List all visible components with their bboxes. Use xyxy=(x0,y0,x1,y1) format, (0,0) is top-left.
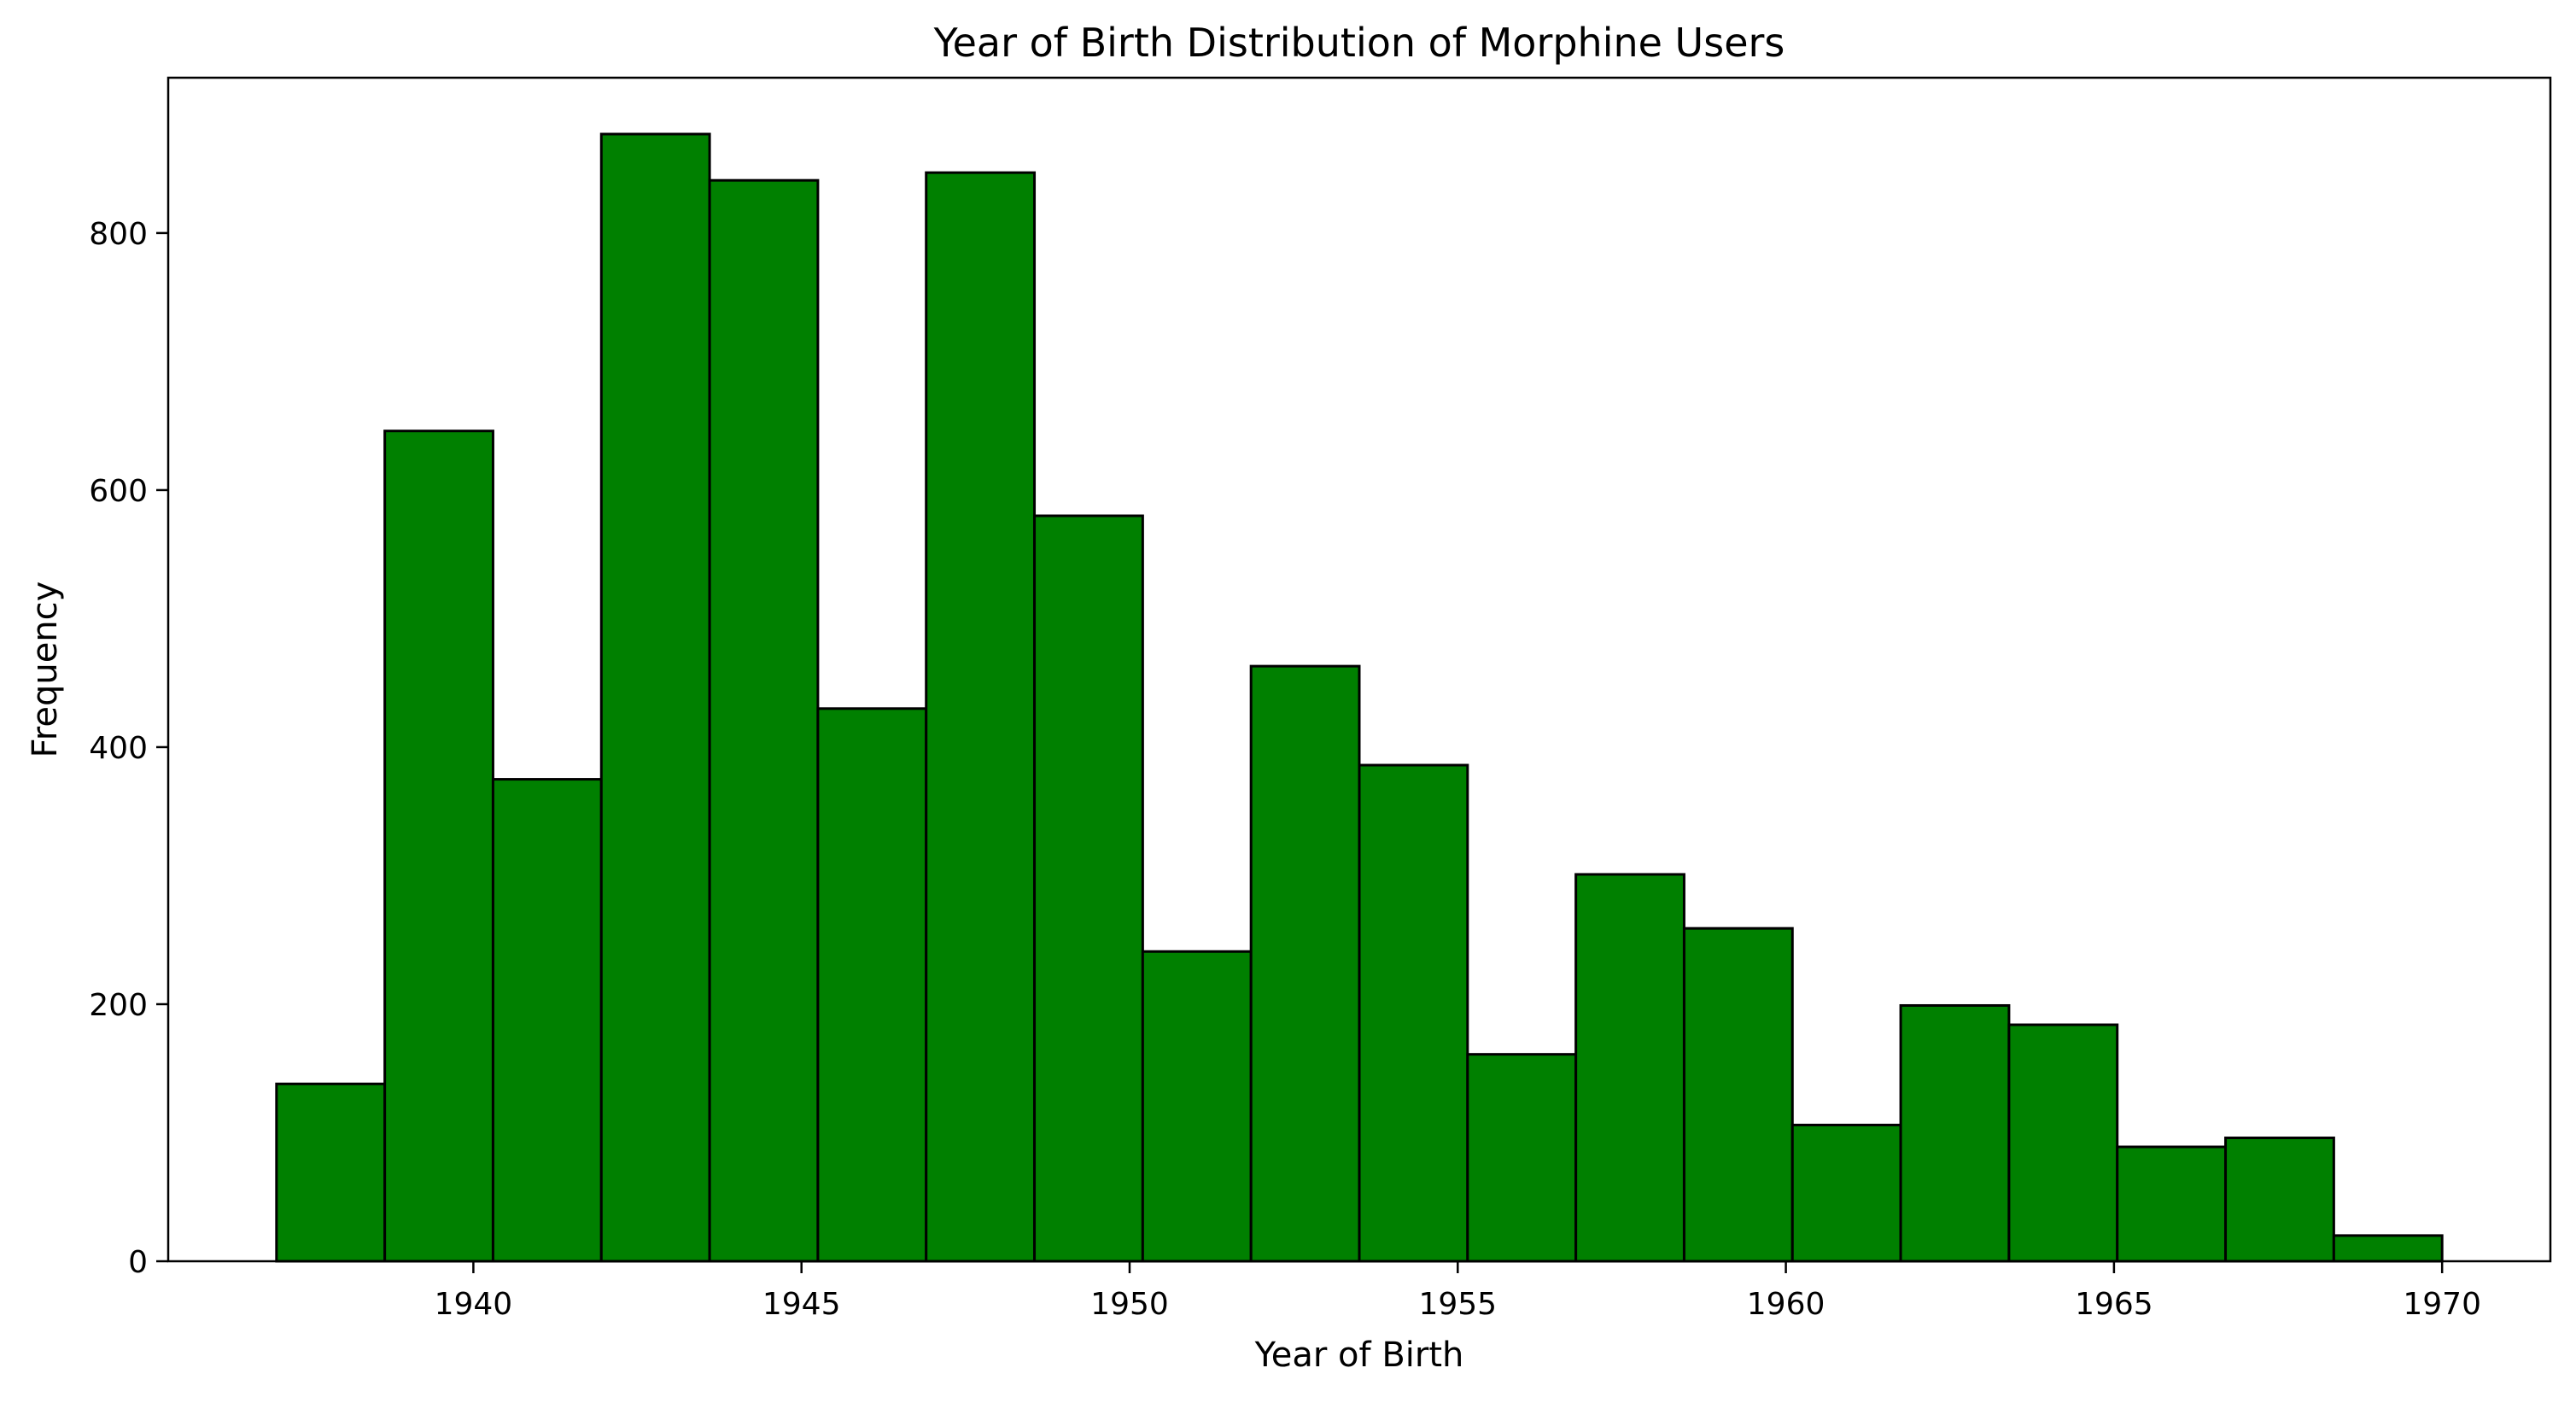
x-tick-label: 1960 xyxy=(1747,1287,1825,1322)
histogram-bar xyxy=(2007,1023,2119,1263)
x-tick-label: 1965 xyxy=(2075,1287,2153,1322)
bars-group xyxy=(275,132,2444,1263)
chart-title: Year of Birth Distribution of Morphine U… xyxy=(933,20,1785,66)
histogram-bar xyxy=(1899,1003,2011,1263)
histogram-bar xyxy=(2224,1137,2335,1263)
plot-frame xyxy=(166,76,2552,1263)
y-tick-label: 600 xyxy=(89,474,148,509)
y-ticks-group: 0 200 400 600 800 xyxy=(89,217,168,1280)
x-axis-label: Year of Birth xyxy=(1254,1336,1464,1375)
histogram-bar xyxy=(1682,927,1794,1263)
y-axis-label: Frequency xyxy=(26,582,65,758)
histogram-bar xyxy=(1141,950,1253,1263)
y-tick-label: 400 xyxy=(89,731,148,766)
histogram-bar xyxy=(1358,763,1469,1263)
x-tick-label: 1940 xyxy=(435,1287,513,1322)
y-tick-label: 200 xyxy=(89,988,148,1023)
x-tick-label: 1955 xyxy=(1418,1287,1497,1322)
histogram-bar xyxy=(1790,1123,1902,1263)
histogram-bar xyxy=(491,778,603,1263)
histogram-bar xyxy=(816,707,928,1263)
y-tick-label: 0 xyxy=(128,1245,148,1280)
histogram-bar xyxy=(275,1082,387,1263)
histogram-bar xyxy=(1574,873,1685,1263)
histogram-bar xyxy=(708,178,820,1263)
histogram-bar xyxy=(1249,664,1361,1263)
y-tick-label: 800 xyxy=(89,217,148,252)
histogram-bar xyxy=(2116,1145,2228,1263)
histogram-bar xyxy=(2332,1234,2444,1263)
histogram-bar xyxy=(1466,1053,1578,1263)
x-ticks-group: 1940 1945 1950 1955 1960 1965 1970 xyxy=(435,1261,2481,1322)
x-tick-label: 1945 xyxy=(762,1287,841,1322)
x-tick-label: 1950 xyxy=(1090,1287,1169,1322)
histogram-bar xyxy=(1033,514,1144,1263)
x-tick-label: 1970 xyxy=(2403,1287,2481,1322)
histogram-bar xyxy=(925,171,1037,1263)
histogram-bar xyxy=(383,430,494,1263)
histogram-bar xyxy=(599,132,711,1263)
